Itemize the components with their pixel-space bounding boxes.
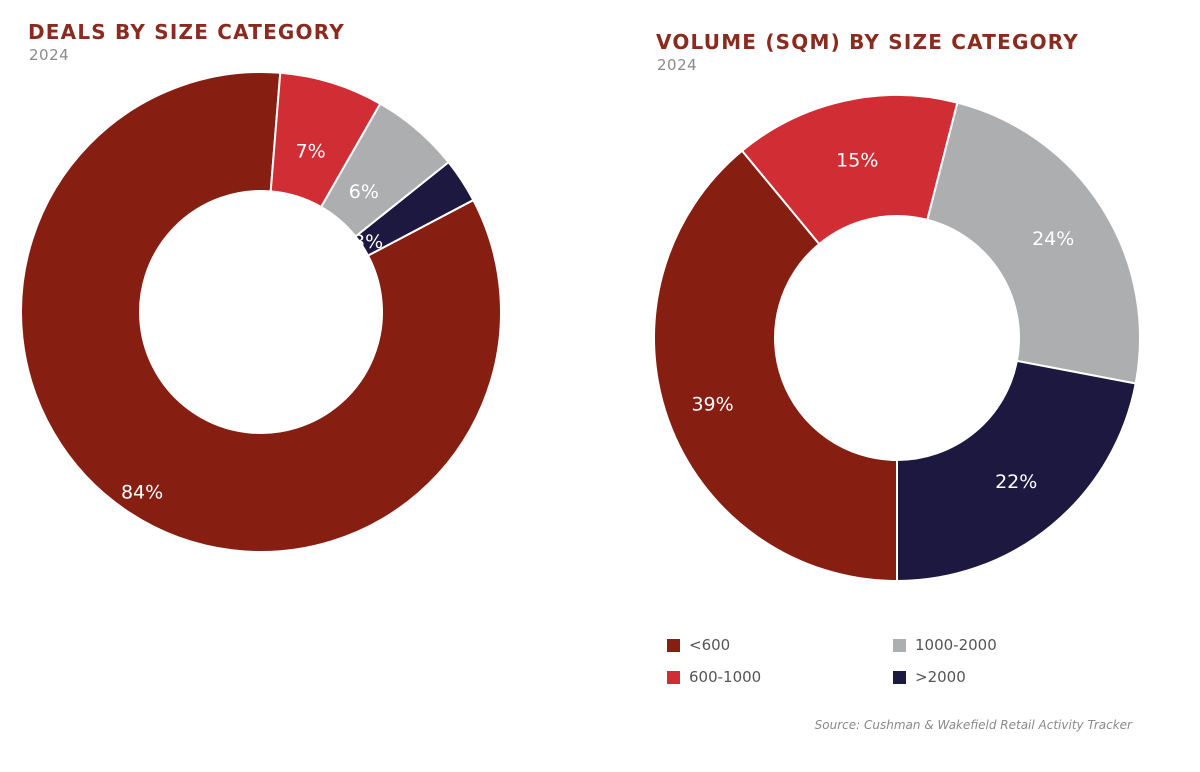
legend-item: 1000-2000 — [893, 636, 997, 654]
donut-slice — [20, 71, 502, 553]
donut-slice — [740, 94, 959, 246]
slice-label: 7% — [296, 141, 326, 163]
legend-swatch — [893, 670, 906, 684]
source-note: Source: Cushman & Wakefield Retail Activ… — [814, 718, 1132, 732]
donut-slice — [926, 101, 1141, 385]
donut-slice — [896, 359, 1137, 583]
legend-swatch — [893, 638, 906, 652]
legend-swatch — [667, 670, 680, 684]
volume-chart-title: VOLUME (SQM) BY SIZE CATEGORY — [656, 30, 1079, 54]
legend-item: <600 — [667, 636, 730, 654]
legend-item: 600-1000 — [667, 668, 761, 686]
deals-chart-title: DEALS BY SIZE CATEGORY — [28, 20, 345, 44]
slice-label: 3% — [353, 231, 383, 253]
legend-label: <600 — [689, 636, 731, 654]
deals-chart-subtitle: 2024 — [29, 46, 70, 64]
legend-label: >2000 — [915, 668, 966, 686]
legend-label: 600-1000 — [689, 668, 762, 686]
slice-label: 15% — [836, 149, 878, 171]
donut-slice — [354, 160, 475, 257]
slice-label: 6% — [349, 181, 379, 203]
slice-label: 24% — [1032, 228, 1074, 250]
legend-label: 1000-2000 — [915, 636, 997, 654]
legend-item: >2000 — [893, 668, 966, 686]
volume-chart-subtitle: 2024 — [657, 56, 698, 74]
legend-swatch — [667, 638, 680, 652]
slice-label: 84% — [121, 481, 163, 503]
slice-label: 22% — [995, 471, 1037, 493]
donut-slice — [653, 149, 898, 583]
slice-label: 39% — [691, 393, 733, 415]
